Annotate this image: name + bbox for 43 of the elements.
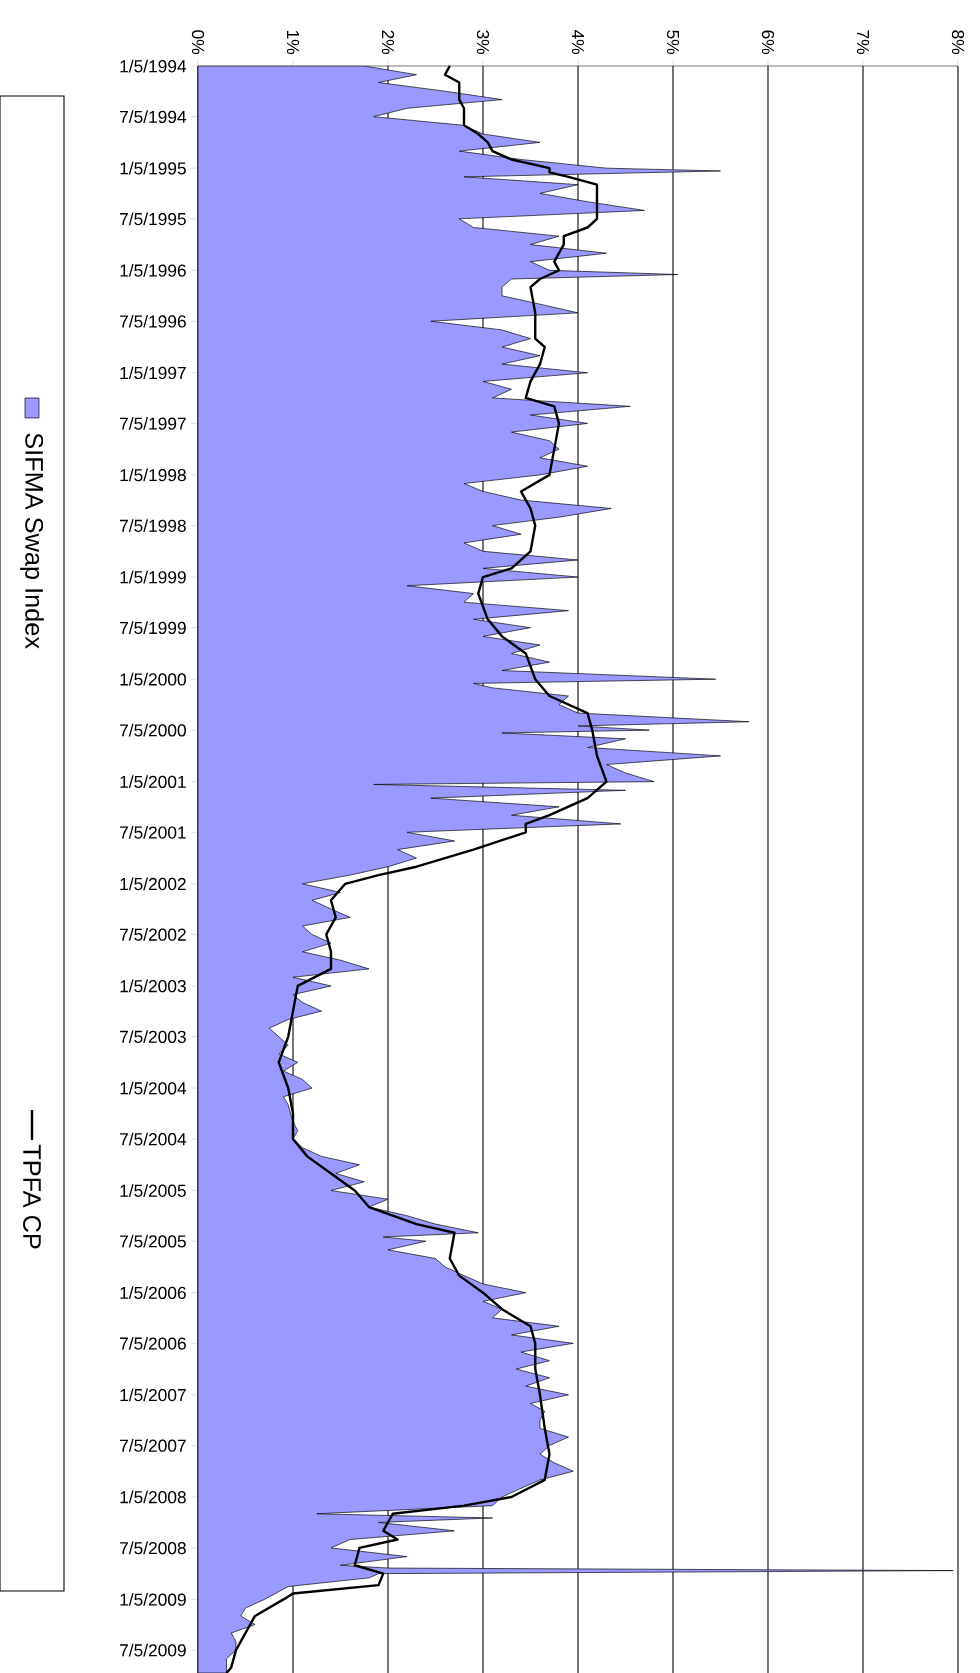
y-tick-label: 7/5/1995 bbox=[120, 212, 186, 226]
y-tick-label: 1/5/1999 bbox=[120, 570, 186, 584]
y-tick-label: 7/5/2009 bbox=[120, 1643, 186, 1657]
y-tick-label: 7/5/1997 bbox=[120, 417, 186, 430]
y-tick-label: 1/5/1998 bbox=[120, 468, 186, 482]
x-tick-label: 2% bbox=[381, 30, 395, 55]
x-tick-label: 5% bbox=[666, 30, 680, 55]
y-tick-label: 1/5/2006 bbox=[120, 1286, 186, 1300]
x-tick-label: 3% bbox=[476, 30, 490, 55]
y-tick-label: 1/5/2000 bbox=[120, 672, 186, 686]
x-tick-label: 1% bbox=[286, 30, 300, 55]
x-tick-label: 7% bbox=[856, 30, 870, 55]
x-tick-label: 4% bbox=[571, 29, 585, 55]
y-tick-label: 7/5/1996 bbox=[120, 314, 186, 328]
y-tick-label: 7/5/1998 bbox=[120, 519, 186, 532]
y-tick-label: 1/5/2005 bbox=[120, 1184, 186, 1197]
x-tick-label: 8% bbox=[951, 30, 965, 55]
y-tick-label: 1/5/2007 bbox=[120, 1388, 186, 1402]
y-tick-label: 1/5/2009 bbox=[120, 1593, 186, 1606]
y-tick-label: 7/5/2007 bbox=[120, 1439, 186, 1452]
x-tick-label: 6% bbox=[761, 30, 775, 55]
y-tick-label: 7/5/2000 bbox=[120, 723, 186, 737]
y-tick-label: 7/5/2002 bbox=[120, 928, 186, 941]
y-tick-label: 1/5/1996 bbox=[120, 263, 186, 277]
y-tick-label: 1/5/2001 bbox=[120, 775, 186, 788]
y-tick-label: 7/5/2005 bbox=[120, 1234, 186, 1248]
y-tick-label: 1/5/1995 bbox=[120, 161, 186, 175]
y-tick-label: 1/5/2008 bbox=[120, 1490, 186, 1504]
y-tick-label: 7/5/2001 bbox=[120, 825, 186, 839]
y-tick-label: 1/5/2004 bbox=[120, 1081, 187, 1095]
legend-label: TPFA CP bbox=[23, 1144, 41, 1249]
y-tick-label: 1/5/1994 bbox=[120, 59, 187, 73]
y-tick-label: 7/5/1994 bbox=[120, 110, 187, 124]
y-tick-label: 1/5/1997 bbox=[120, 366, 186, 380]
y-tick-label: 7/5/1999 bbox=[120, 621, 186, 635]
y-tick-label: 7/5/2006 bbox=[120, 1336, 186, 1350]
y-tick-label: 1/5/2003 bbox=[120, 979, 186, 993]
y-tick-label: 1/5/2002 bbox=[120, 877, 186, 891]
y-tick-label: 7/5/2008 bbox=[120, 1541, 186, 1555]
y-tick-label: 7/5/2004 bbox=[120, 1132, 187, 1146]
legend-label: SIFMA Swap Index bbox=[20, 433, 44, 649]
x-tick-label: 0% bbox=[191, 30, 205, 55]
y-tick-label: 7/5/2003 bbox=[120, 1030, 186, 1043]
